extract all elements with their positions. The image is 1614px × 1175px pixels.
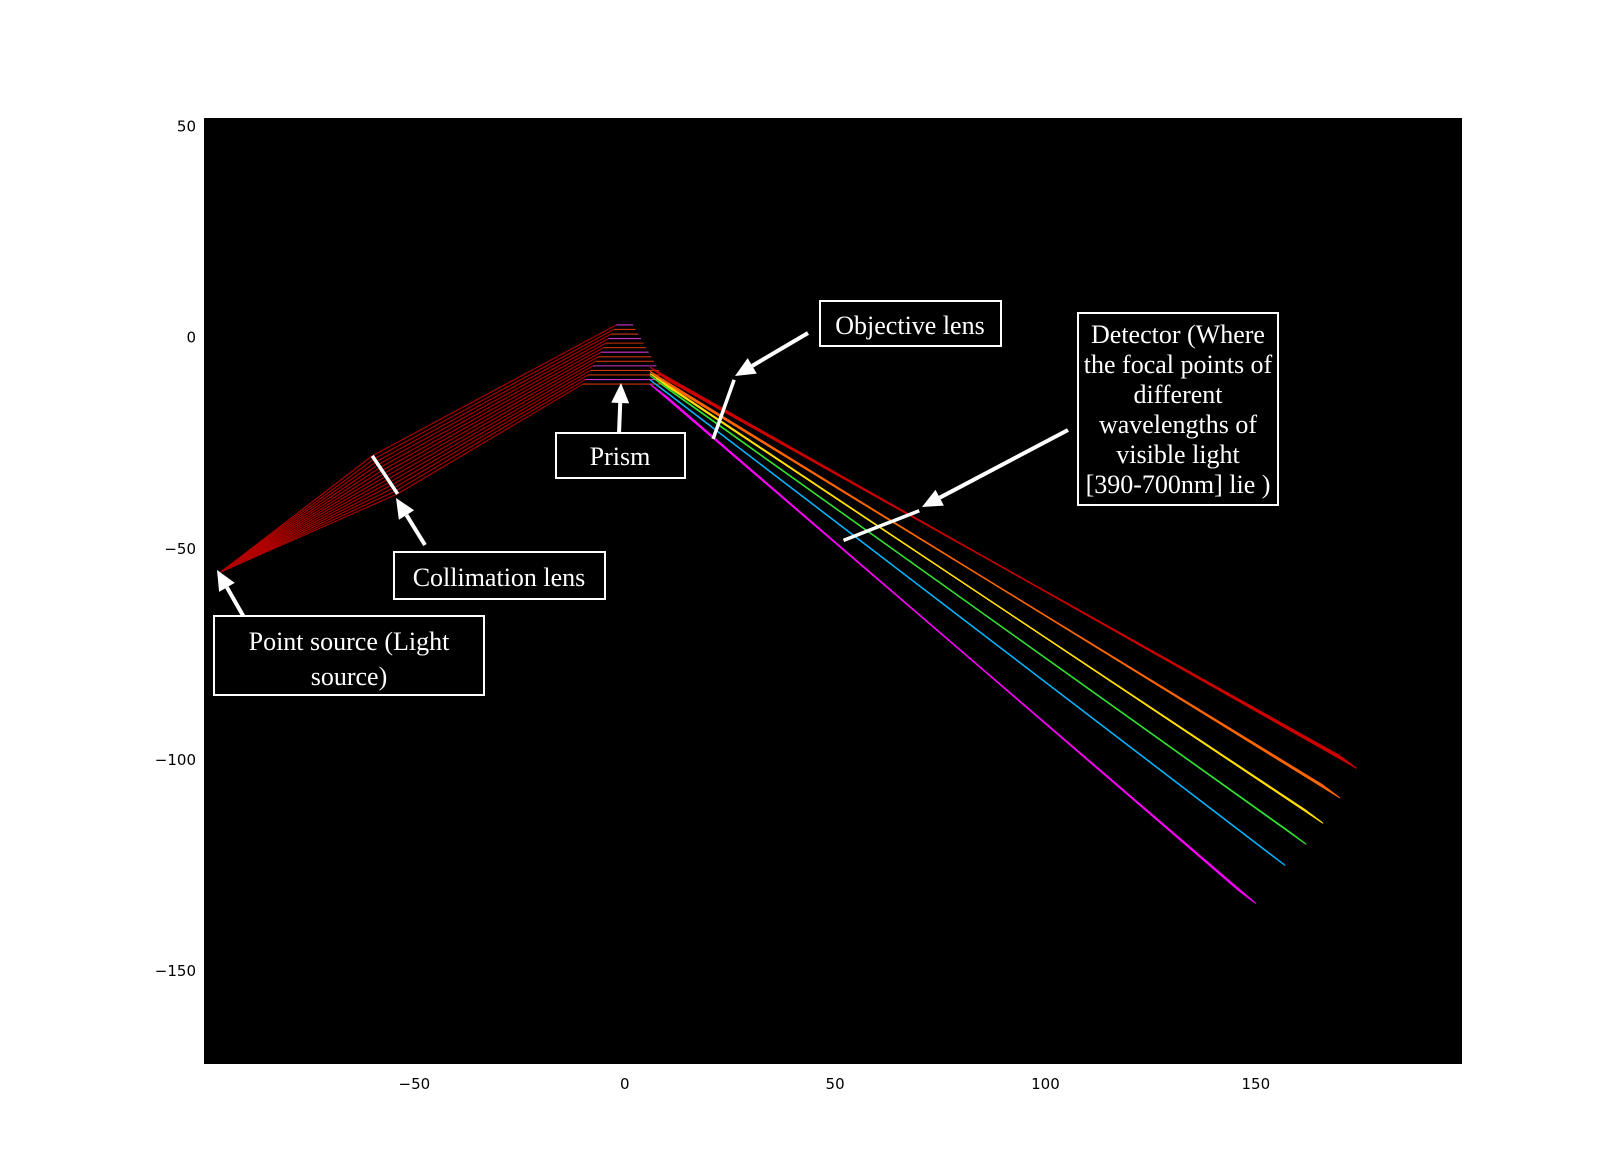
x-tick-label: 150 xyxy=(1242,1075,1271,1093)
arrow-shaft xyxy=(938,428,1069,500)
collimated-ray xyxy=(381,347,604,471)
x-tick-label: 50 xyxy=(826,1075,845,1093)
collimated-ray xyxy=(393,374,589,489)
dispersed-ray xyxy=(666,379,1341,757)
annotation-label: Detector (Where xyxy=(1091,320,1265,349)
collimated-ray xyxy=(387,360,596,480)
y-tick-label: 0 xyxy=(186,329,196,347)
optical-elements xyxy=(370,379,920,542)
source-ray xyxy=(220,458,375,573)
source-ray xyxy=(220,461,377,573)
source-ray xyxy=(220,490,396,573)
arrow-head xyxy=(922,489,944,507)
collimated-ray xyxy=(391,369,591,486)
source-ray xyxy=(220,484,392,573)
x-tick-label: 100 xyxy=(1031,1075,1060,1093)
y-tick-label: 50 xyxy=(177,117,196,135)
arrow-head xyxy=(396,498,415,520)
source-ray xyxy=(220,475,387,573)
detector-plane xyxy=(842,509,920,542)
dispersed-ray xyxy=(666,387,1290,833)
annotation-label: visible light xyxy=(1116,440,1240,469)
arrow-head xyxy=(217,570,235,592)
collimation-lens-annotation: Collimation lens xyxy=(393,551,606,600)
annotation-box xyxy=(393,551,606,600)
dispersed-beam xyxy=(649,379,1286,866)
annotation-label: the focal points of xyxy=(1084,350,1273,379)
light-rays xyxy=(220,324,1358,904)
arrow-head xyxy=(735,358,757,376)
annotation-label: different xyxy=(1133,380,1223,409)
point-source-arrow xyxy=(217,570,247,620)
arrow-shaft xyxy=(751,331,810,368)
plot-background xyxy=(204,118,1462,1064)
x-tick-label: −50 xyxy=(399,1075,431,1093)
collimation-lens xyxy=(370,454,399,495)
y-tick-label: −100 xyxy=(155,751,196,769)
source-ray xyxy=(220,464,379,573)
annotation-arrows xyxy=(217,331,1069,620)
collimated-ray xyxy=(397,383,583,495)
objective-lens xyxy=(711,379,736,440)
arrow-shaft xyxy=(225,586,247,620)
collimated-ray xyxy=(377,338,609,466)
dispersed-ray xyxy=(666,385,1307,812)
y-tick-label: −150 xyxy=(155,962,196,980)
collimated-ray xyxy=(395,379,586,492)
dispersed-beam xyxy=(649,366,1358,769)
annotation-box xyxy=(555,432,686,479)
collimated-ray xyxy=(379,342,607,469)
collimated-ray xyxy=(383,351,602,474)
annotation-label: Objective lens xyxy=(835,311,984,340)
dispersed-beam xyxy=(649,383,1257,904)
prism-annotation: Prism xyxy=(555,432,686,479)
annotation-box xyxy=(819,300,1002,347)
axis-ticks: −50 0 50 100 150 50 0 −50 −100 −150 xyxy=(155,117,1270,1093)
prism-arrow xyxy=(611,383,630,435)
dispersed-beam xyxy=(649,375,1307,845)
annotation-label: Prism xyxy=(590,442,651,471)
source-ray xyxy=(220,487,394,573)
source-ray xyxy=(220,467,381,573)
annotation-label: Point source (Light xyxy=(249,627,451,656)
collimated-ray xyxy=(372,324,617,457)
source-ray xyxy=(220,493,398,573)
collimated-ray xyxy=(375,333,612,463)
dispersed-ray xyxy=(666,392,1269,854)
annotation-box xyxy=(213,615,485,696)
annotation-label: [390-700nm] lie ) xyxy=(1086,470,1271,499)
source-ray xyxy=(220,472,385,573)
dispersed-ray xyxy=(666,383,1324,786)
objective-lens-annotation: Objective lens xyxy=(819,300,1002,347)
source-ray xyxy=(220,470,383,573)
dispersed-ray xyxy=(666,396,1240,892)
source-ray xyxy=(220,478,389,573)
x-tick-label: 0 xyxy=(620,1075,630,1093)
arrow-shaft xyxy=(617,402,623,435)
dispersed-beam xyxy=(649,370,1341,799)
detector-arrow xyxy=(922,428,1069,507)
collimated-ray xyxy=(373,329,614,460)
annotations: Point source (Light source) Collimation le… xyxy=(213,300,1279,696)
annotation-label: wavelengths of xyxy=(1099,410,1257,439)
y-tick-label: −50 xyxy=(164,540,196,558)
source-ray xyxy=(220,481,391,573)
point-source-annotation: Point source (Light source) xyxy=(213,615,485,696)
arrow-head xyxy=(611,383,630,404)
source-ray xyxy=(220,455,373,573)
annotation-label: Collimation lens xyxy=(413,563,586,592)
collimation-lens-arrow xyxy=(396,498,427,547)
objective-lens-arrow xyxy=(735,331,810,376)
arrow-shaft xyxy=(404,513,427,547)
dispersed-beam xyxy=(649,373,1324,824)
annotation-label: source) xyxy=(311,662,388,691)
collimated-ray xyxy=(389,365,594,483)
collimated-ray xyxy=(385,356,599,477)
annotation-box xyxy=(1077,312,1279,506)
